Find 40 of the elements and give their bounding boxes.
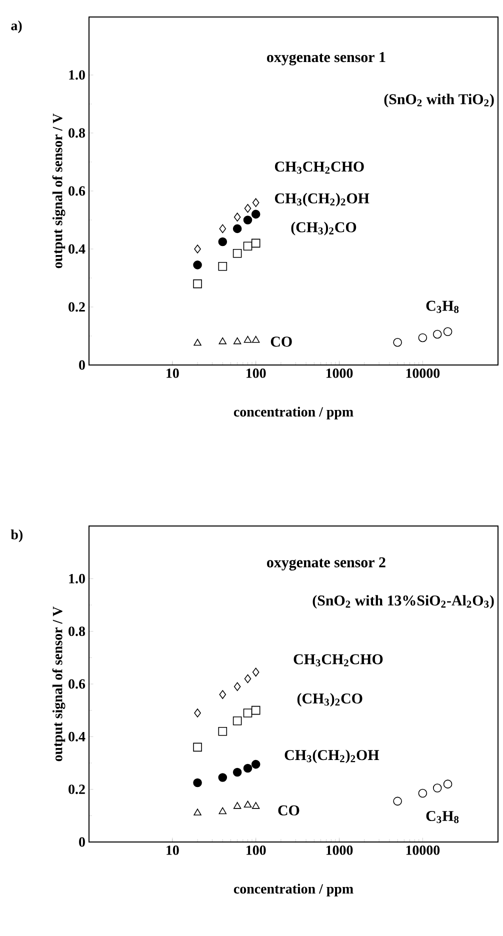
text: oxygenate sensor 1	[267, 52, 386, 66]
x-axis-title: concentration / ppm	[234, 884, 354, 896]
y-tick-label: 0.6	[68, 186, 86, 196]
annotation: C$_{3}$H$_{8}$	[426, 810, 459, 824]
y-tick-label: 1.0	[69, 574, 85, 584]
text: a)	[11, 20, 22, 34]
y-axis-title: output signal of sensor / V	[52, 606, 66, 762]
x-tick-label: 10	[166, 846, 179, 855]
text: oxygenate sensor 2	[267, 557, 386, 571]
y-axis-title: output signal of sensor / V	[52, 113, 66, 268]
y-tick-label: 0.4	[68, 732, 86, 742]
y-tick-label: 0.2	[68, 302, 85, 312]
y-tick-label: 1.0	[69, 70, 85, 80]
x-tick-label: 100	[246, 846, 266, 855]
y-tick-label: 0.6	[68, 679, 86, 689]
x-tick-label: 100	[246, 368, 266, 378]
annotation: CH$_{3}$CH$_{2}$CHO	[274, 162, 364, 174]
y-tick-label: 0	[79, 837, 85, 847]
y-tick-label: 0.2	[68, 784, 85, 794]
annotation: C$_{3}$H$_{8}$	[426, 300, 459, 313]
y-tick-label: 0	[79, 360, 85, 370]
x-axis-title: concentration / ppm	[234, 406, 354, 420]
y-tick-label: 0.8	[68, 626, 86, 636]
x-tick-label: 1000	[326, 846, 353, 855]
y-tick-label: 0.8	[68, 128, 86, 138]
annotation: CH$_{3}$(CH$_{2}$)$_{2}$OH	[274, 192, 370, 206]
text: (SnO$_{2}$ with TiO$_{2}$)	[384, 94, 494, 108]
x-tick-label: 10000	[406, 368, 440, 378]
text: b)	[10, 530, 23, 542]
annotation: (CH$_{3}$)$_{2}$CO	[297, 693, 362, 707]
annotation: CO	[278, 805, 300, 816]
annotation: (CH$_{3}$)$_{2}$CO	[291, 222, 356, 236]
annotation: CH$_{3}$(CH$_{2}$)$_{2}$OH	[284, 750, 380, 764]
x-tick-label: 1000	[326, 368, 353, 378]
text: (SnO$_{2}$ with 13%SiO$_{2}$-Al$_{2}$O$_{3}$)	[312, 595, 494, 609]
x-tick-label: 10000	[406, 846, 440, 855]
x-tick-label: 10	[166, 368, 179, 378]
y-tick-label: 0.4	[68, 244, 86, 254]
annotation: CH$_{3}$CH$_{2}$CHO	[294, 654, 383, 666]
annotation: CO	[270, 336, 292, 347]
